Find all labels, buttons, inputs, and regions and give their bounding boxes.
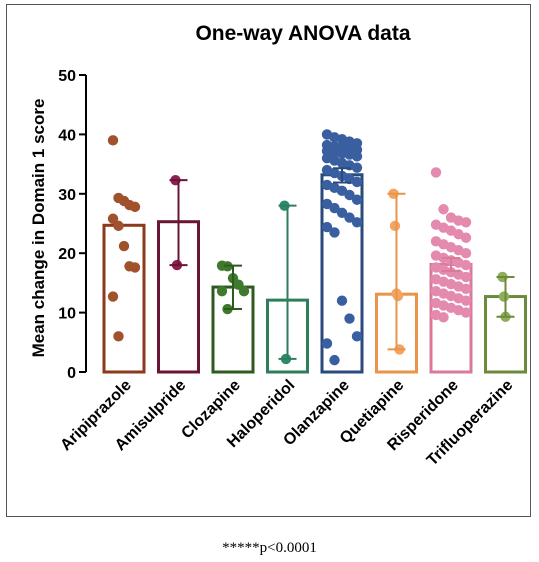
data-point: [430, 167, 442, 178]
data-point: [344, 212, 355, 223]
data-point: [238, 286, 250, 297]
data-point: [118, 240, 130, 252]
data-point: [460, 259, 472, 271]
data-point: [344, 313, 355, 324]
y-tick-label: 20: [58, 246, 76, 263]
chart-title: One-way ANOVA data: [195, 22, 410, 45]
data-point: [129, 262, 141, 273]
data-point: [321, 221, 333, 233]
data-point: [107, 213, 119, 224]
data-point: [389, 220, 401, 232]
data-point: [460, 283, 472, 295]
y-tick-label: 10: [58, 306, 76, 323]
data-point: [460, 295, 472, 306]
bar-aripiprazole: [102, 223, 146, 374]
data-point: [351, 176, 363, 188]
data-point: [113, 331, 124, 342]
data-point: [351, 162, 363, 173]
data-point: [460, 232, 472, 243]
data-point: [336, 207, 348, 219]
data-point: [329, 202, 340, 214]
y-tick-label: 30: [58, 187, 76, 204]
category-labels-group: AripiprazoleAmisulprideClozapineHaloperi…: [57, 377, 516, 470]
footnote: *****p<0.0001: [222, 540, 317, 556]
data-point: [351, 194, 363, 205]
data-point: [321, 338, 333, 349]
data-point: [460, 307, 472, 318]
data-point: [460, 271, 472, 283]
chart: One-way ANOVA data Mean change in Domain…: [29, 22, 527, 470]
data-point: [129, 201, 141, 213]
data-point: [351, 217, 363, 228]
errorbars-group: [169, 167, 515, 360]
data-point: [216, 286, 228, 297]
y-tick-label: 0: [67, 365, 76, 382]
data-point: [460, 217, 472, 228]
data-point: [113, 220, 124, 232]
data-point: [344, 189, 355, 201]
data-point: [460, 248, 472, 259]
data-point: [438, 204, 449, 215]
data-point: [351, 331, 363, 342]
data-point: [107, 291, 119, 302]
data-point: [498, 291, 510, 302]
data-point: [329, 227, 340, 238]
data-point: [438, 312, 449, 323]
data-point: [351, 151, 363, 162]
data-point: [107, 135, 119, 146]
y-tick-label: 50: [58, 68, 76, 85]
y-tick-label: 40: [58, 127, 76, 144]
points-group: [107, 129, 511, 366]
y-axis-label: Mean change in Domain 1 score: [29, 99, 48, 358]
data-point: [336, 295, 348, 306]
data-point: [329, 354, 340, 366]
data-point: [392, 290, 404, 302]
y-axis: 0 10 20 30 40 50: [58, 68, 87, 382]
